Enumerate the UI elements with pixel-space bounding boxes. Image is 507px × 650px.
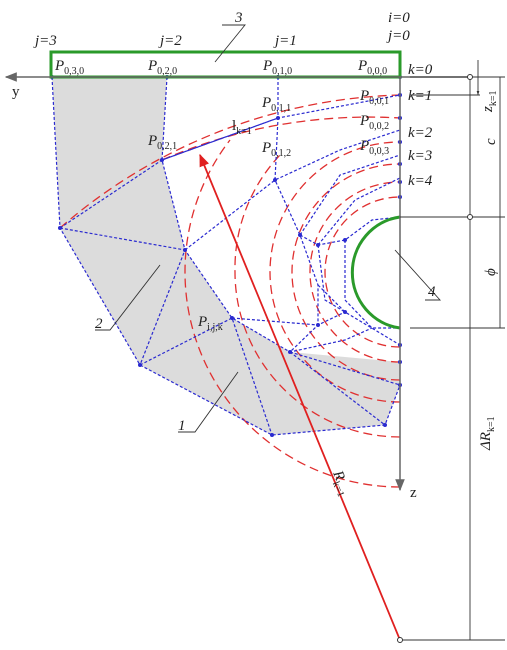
point-label-base: P [359,88,369,104]
point-label: P0,1,0 [262,58,292,77]
top-label: j=0 [386,28,410,44]
delta-r-label: ΔRk=1 [478,416,497,451]
point-label-sub: 0,0,0 [367,66,387,77]
z-dimension-label: zk=1 [480,91,499,113]
point-label-sub: 0,1,0 [272,66,292,77]
point-label: P0,3,0 [54,58,84,77]
point-label-sub: 0,0,1 [369,96,389,107]
point-label-sub: 0,1,1 [271,103,291,114]
radius-label-sub: k=1 [330,480,346,499]
z-axis-label: z [410,485,417,501]
point-label-sub: 0,2,0 [157,66,177,77]
point-label-sub: 0,1,2 [271,148,291,159]
callout-number: 3 [234,10,243,26]
callout-number: 1 [178,418,186,434]
point-label: P0,0,1 [359,88,389,107]
phi-dimension-label: ϕ [483,268,499,276]
callout-number: 2 [95,316,103,332]
row-label: k=0 [408,62,433,78]
hole-boundary [352,217,400,328]
point-label-sub: 0,2,1 [157,141,177,152]
point-label: P0,0,3 [359,138,389,157]
delta-r-label-sub: k=1 [486,416,497,432]
diagram: i=0j=0j=3j=2j=1k=0k=1k=2k=3k=4P0,3,0P0,2… [0,0,507,650]
point-label-sub: 0,0,2 [369,121,389,132]
z-dimension-label-sub: k=1 [488,91,499,107]
y-axis-label: y [12,84,20,100]
point-label: P0,2,0 [147,58,177,77]
callout-number: 4 [428,284,436,300]
delta-r-label-base: ΔR [478,432,494,451]
top-bar [51,52,400,77]
point-label-base: P [197,314,207,330]
column-label: j=1 [273,33,297,49]
row-label: k=4 [408,173,433,189]
point-label-base: P [262,58,272,74]
c-dimension-label: c [483,138,499,145]
point-label: P0,0,2 [359,113,389,132]
length-label-sub: k=1 [236,126,252,137]
column-label: j=2 [158,33,182,49]
point-label-base: P [359,113,369,129]
row-label: k=2 [408,125,433,141]
point-label-sub: 0,3,0 [64,66,84,77]
point-label-base: P [261,95,271,111]
grey-layer [52,77,400,435]
point-label: P0,1,1 [261,95,291,114]
point-label-base: P [359,138,369,154]
point-label: P0,0,0 [357,58,387,77]
point-label-base: P [147,58,157,74]
point-label: P0,1,2 [261,140,291,159]
row-label: k=3 [408,148,432,164]
point-label-sub: 0,0,3 [369,146,389,157]
point-label-base: P [54,58,64,74]
top-label: i=0 [388,10,410,26]
column-label: j=3 [33,33,57,49]
point-label-base: P [261,140,271,156]
row-label: k=1 [408,88,432,104]
point-label-base: P [357,58,367,74]
point-label-sub: i,j,k [207,322,223,333]
point-label-base: P [147,133,157,149]
